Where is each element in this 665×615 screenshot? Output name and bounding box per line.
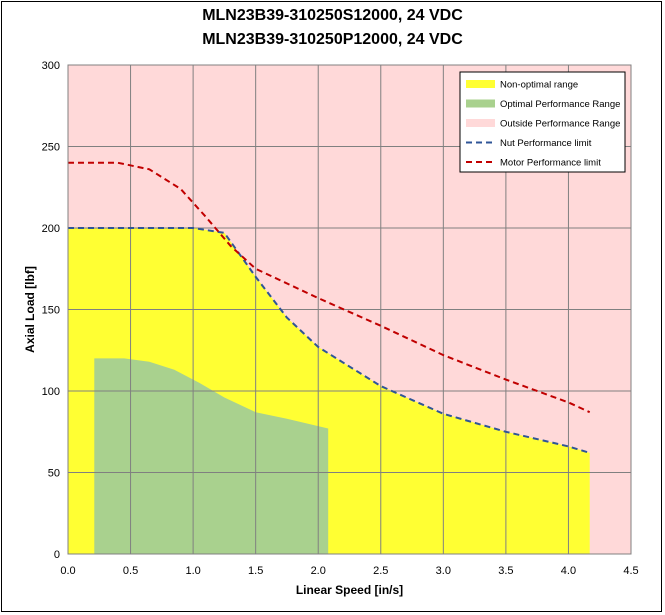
x-tick-label: 4.0: [561, 565, 576, 577]
legend-swatch: [466, 99, 495, 108]
x-axis-title: Linear Speed [in/s]: [296, 583, 403, 597]
legend-swatch: [466, 119, 495, 127]
x-tick-label: 3.5: [498, 565, 513, 577]
y-tick-label: 250: [42, 142, 60, 154]
x-tick-label: 2.5: [373, 565, 388, 577]
y-tick-label: 0: [54, 549, 60, 561]
chart-title-line-2: MLN23B39-310250P12000, 24 VDC: [202, 31, 463, 48]
y-tick-label: 300: [42, 60, 60, 72]
y-tick-label: 150: [42, 305, 60, 317]
legend-entry-label: Outside Performance Range: [500, 119, 620, 130]
legend-entry-label: Motor Performance limit: [500, 158, 601, 169]
line-nut-performance-limit: [68, 227, 590, 454]
y-tick-label: 200: [42, 223, 60, 235]
legend-entry-label: Non-optimal range: [500, 80, 578, 91]
x-tick-label: 4.5: [623, 565, 638, 577]
y-axis-title: Axial Load [lbf]: [23, 266, 37, 353]
x-tick-label: 1.5: [248, 565, 263, 577]
legend: Non-optimal range Optimal Performance Ran…: [459, 71, 626, 173]
chart-title-line-1: MLN23B39-310250S12000, 24 VDC: [202, 7, 463, 24]
x-tick-label: 2.0: [311, 565, 326, 577]
x-tick-label: 0.0: [60, 565, 75, 577]
y-tick-label: 50: [48, 468, 60, 480]
plot-border: [67, 64, 632, 555]
legend-entry-label: Optimal Performance Range: [500, 99, 620, 110]
legend-entry-label: Nut Performance limit: [500, 138, 592, 149]
line-motor-performance-limit: [68, 161, 591, 414]
x-tick-label: 3.0: [436, 565, 451, 577]
legend-swatch: [466, 80, 495, 88]
x-tick-label: 0.5: [123, 565, 138, 577]
x-tick-label: 1.0: [185, 565, 200, 577]
y-tick-label: 100: [42, 386, 60, 398]
area-optimal-performance-range: [94, 358, 329, 554]
